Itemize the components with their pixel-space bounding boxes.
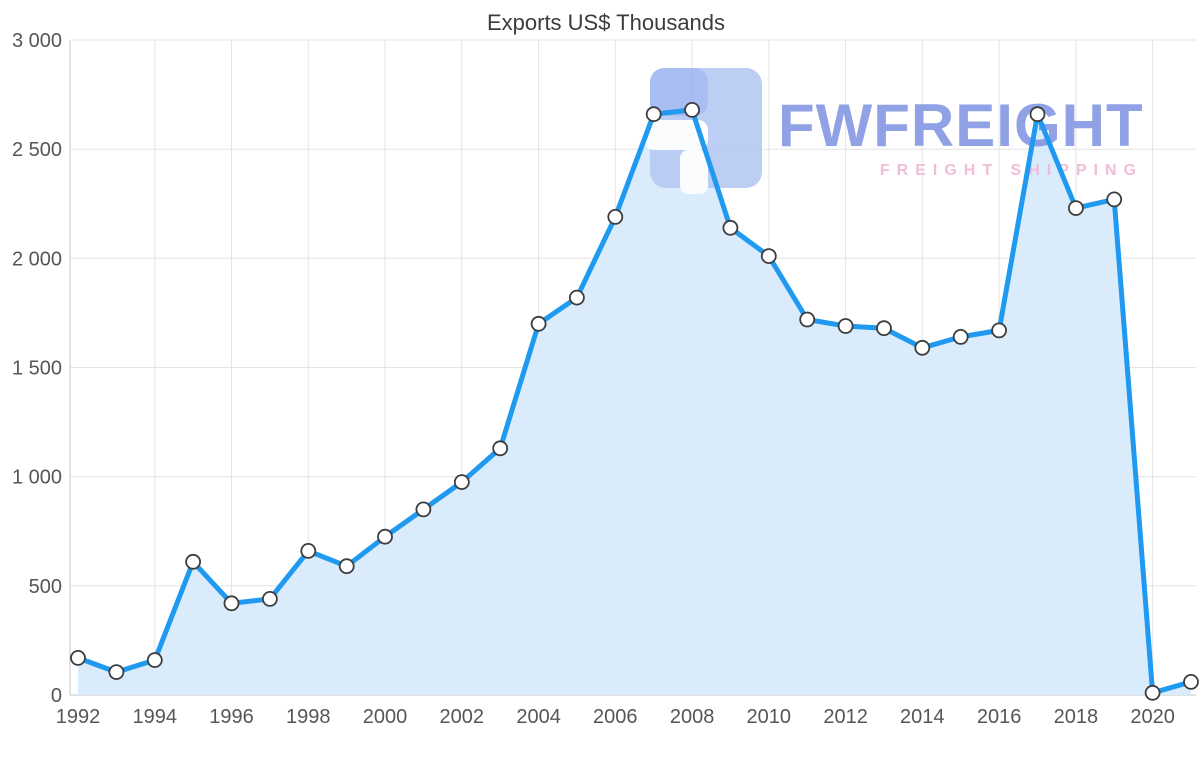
y-tick-label: 0 (51, 685, 62, 707)
brand-logo-icon (644, 68, 762, 194)
data-point-2009[interactable] (722, 219, 739, 236)
axis-labels-layer: 0 500 1 000 1 500 2 000 2 500 3 000 1992 1994 199… (12, 30, 1175, 728)
x-tick-label: 2006 (593, 706, 638, 728)
data-point-2021[interactable] (1183, 674, 1199, 690)
chart-title: Exports US$ Thousands (487, 10, 725, 35)
data-point-1994[interactable] (146, 652, 163, 668)
data-point-2020[interactable] (1144, 684, 1161, 701)
data-point-1999[interactable] (338, 558, 355, 575)
data-point-2018[interactable] (1068, 200, 1084, 217)
data-point-2015[interactable] (952, 328, 969, 345)
data-point-2008[interactable] (684, 102, 700, 118)
y-tick-label: 2 000 (12, 248, 62, 270)
y-tick-label: 1 500 (12, 358, 62, 380)
markers-layer (70, 102, 1199, 701)
data-point-2007[interactable] (645, 106, 662, 123)
x-tick-label: 2004 (516, 706, 561, 728)
x-tick-label: 2010 (747, 706, 792, 728)
data-point-2001[interactable] (415, 501, 432, 518)
x-tick-label: 2014 (900, 706, 945, 728)
x-tick-label: 2008 (670, 706, 715, 728)
data-point-2012[interactable] (837, 318, 854, 334)
data-point-2003[interactable] (492, 440, 509, 457)
y-tick-label: 2 500 (12, 139, 62, 161)
data-point-2013[interactable] (876, 320, 892, 337)
x-tick-label: 1994 (133, 706, 178, 728)
x-tick-label: 2002 (440, 706, 485, 728)
y-tick-label: 500 (29, 576, 62, 598)
data-point-1996[interactable] (223, 595, 240, 612)
data-point-1993[interactable] (108, 664, 125, 680)
x-tick-label: 1996 (209, 706, 254, 728)
data-point-2019[interactable] (1106, 191, 1123, 208)
watermark-brand: FWFREIGHT (778, 92, 1144, 159)
x-tick-label: 2018 (1054, 706, 1099, 728)
y-tick-label: 3 000 (12, 30, 62, 52)
data-point-2006[interactable] (607, 208, 624, 225)
data-point-2000[interactable] (377, 528, 393, 545)
data-point-2017[interactable] (1029, 106, 1046, 123)
data-point-1997[interactable] (261, 591, 278, 607)
data-point-2004[interactable] (530, 315, 547, 332)
x-tick-label: 2016 (977, 706, 1022, 728)
area-fill (78, 109, 1191, 695)
data-point-2002[interactable] (453, 474, 470, 491)
x-tick-label: 2012 (823, 706, 868, 728)
logo-slot (680, 150, 708, 194)
x-tick-label: 2000 (363, 706, 408, 728)
watermark: FWFREIGHT FREIGHT SHIPPING (644, 68, 1144, 194)
data-point-2016[interactable] (991, 322, 1007, 339)
data-point-2005[interactable] (569, 289, 585, 306)
watermark-tagline: FREIGHT SHIPPING (880, 162, 1143, 179)
y-tick-label: 1 000 (12, 467, 62, 489)
data-point-1995[interactable] (185, 553, 202, 570)
data-point-1998[interactable] (300, 543, 317, 559)
data-point-2011[interactable] (799, 311, 816, 328)
data-point-1992[interactable] (70, 650, 86, 666)
logo-notch (644, 120, 708, 150)
x-tick-label: 1992 (56, 706, 101, 728)
data-point-2010[interactable] (760, 248, 777, 265)
x-tick-label: 1998 (286, 706, 331, 728)
data-point-2014[interactable] (914, 339, 931, 356)
x-tick-label: 2020 (1130, 706, 1175, 728)
area-layer (78, 109, 1191, 695)
